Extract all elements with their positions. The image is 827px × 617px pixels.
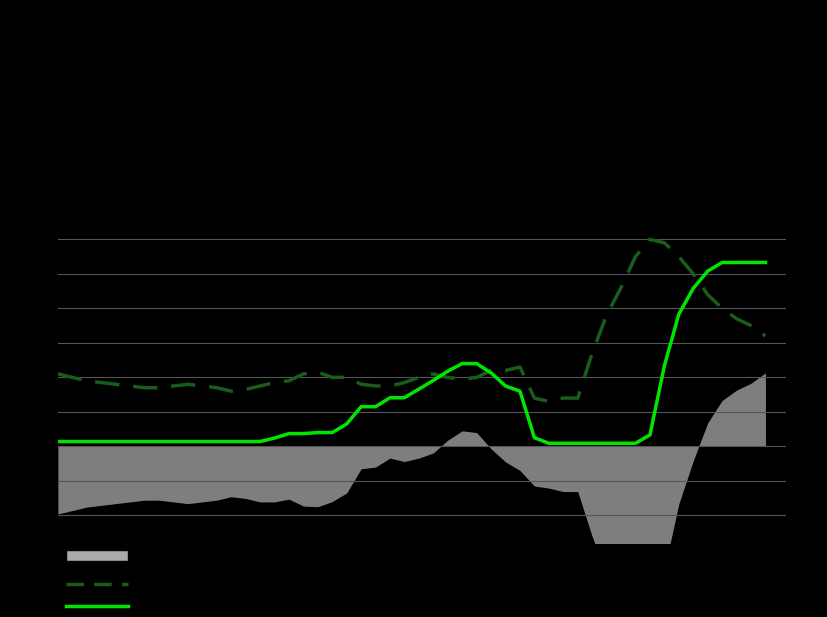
FancyBboxPatch shape (66, 550, 128, 561)
